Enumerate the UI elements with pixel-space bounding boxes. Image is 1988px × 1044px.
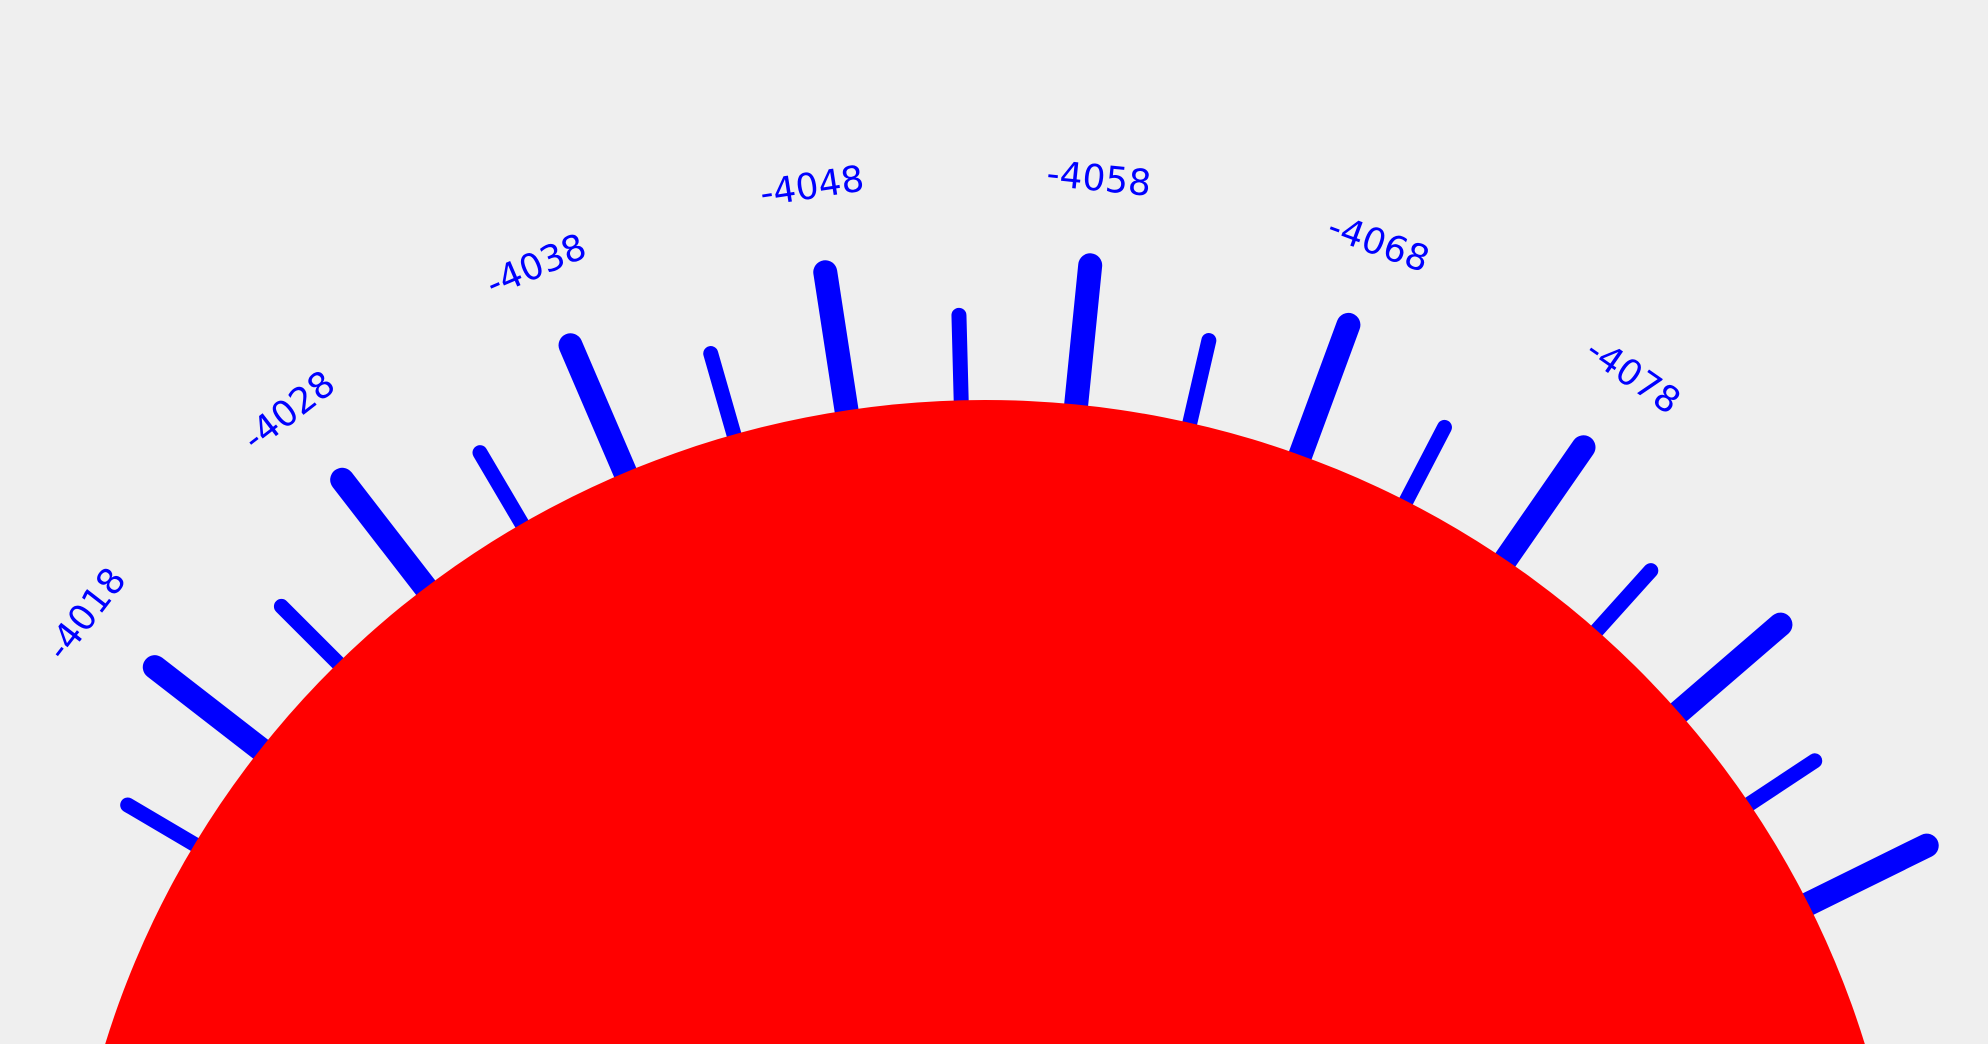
tick-label: -4038 (480, 226, 592, 305)
tick-label: -4018 (38, 560, 134, 668)
major-tick (558, 333, 646, 505)
major-tick (1647, 612, 1793, 742)
tick-label: -4028 (235, 363, 343, 459)
tick-label: -4078 (1578, 330, 1687, 423)
major-tick (330, 467, 453, 619)
tick-label: -4048 (757, 159, 867, 215)
tick-label: -4068 (1322, 206, 1434, 281)
major-tick (142, 655, 294, 778)
dial-disc[interactable] (65, 400, 1905, 1044)
major-tick (1062, 253, 1103, 437)
major-tick (813, 260, 862, 443)
major-tick (1480, 435, 1596, 591)
tick-label: -4058 (1045, 154, 1153, 205)
major-tick (1281, 312, 1361, 488)
